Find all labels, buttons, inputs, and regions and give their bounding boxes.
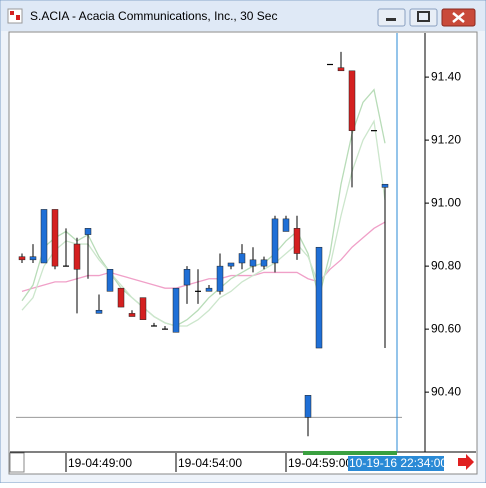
candle-body xyxy=(337,67,345,72)
x-tick-label: 19-04:49:00 xyxy=(68,456,132,470)
candle-body xyxy=(348,70,356,131)
candle-body xyxy=(51,209,59,267)
candle-body xyxy=(293,228,301,254)
y-tick-label: 90.40 xyxy=(431,384,461,398)
scroll-box[interactable] xyxy=(9,452,25,473)
candle-body xyxy=(304,395,312,418)
app-icon xyxy=(7,8,23,24)
candle-body xyxy=(128,313,136,317)
chart-frame xyxy=(8,31,478,475)
candle-body xyxy=(271,218,279,264)
candle-body xyxy=(227,262,235,267)
candle-body xyxy=(381,183,389,188)
candle-body xyxy=(183,269,191,286)
candle-body xyxy=(18,256,26,261)
candle-body xyxy=(238,253,246,264)
moving-average xyxy=(21,119,386,327)
x-tick-label: 19-04:59:00 xyxy=(288,456,352,470)
candle-body xyxy=(172,287,180,333)
session-bar xyxy=(303,451,397,455)
candle-body xyxy=(216,265,224,292)
y-tick-label: 90.60 xyxy=(431,321,461,335)
candle-body xyxy=(95,309,103,314)
window-title: S.ACIA - Acacia Communications, Inc., 30… xyxy=(30,9,277,23)
scroll-right-arrow[interactable] xyxy=(458,454,474,470)
y-tick-label: 90.80 xyxy=(431,258,461,272)
x-tick-label: 19-04:54:00 xyxy=(178,456,242,470)
cursor-label-bg xyxy=(348,456,444,471)
candle-body xyxy=(260,259,268,267)
candle-body xyxy=(40,209,48,264)
minimize-button[interactable] xyxy=(377,8,406,27)
candle-body xyxy=(84,228,92,235)
candle-body xyxy=(73,243,81,270)
candle-body xyxy=(29,256,37,261)
close-button[interactable] xyxy=(441,8,476,27)
candle-body xyxy=(117,287,125,308)
y-tick-label: 91.00 xyxy=(431,195,461,209)
candle-body xyxy=(205,287,213,292)
maximize-button[interactable] xyxy=(409,8,438,27)
y-tick-label: 91.40 xyxy=(431,69,461,83)
candle-body xyxy=(249,259,257,267)
cursor-label: 10-19-16 22:34:00 xyxy=(349,456,447,470)
candle-body xyxy=(139,297,147,320)
candle-body xyxy=(315,246,323,349)
y-tick-label: 91.20 xyxy=(431,132,461,146)
candle-body xyxy=(282,218,290,232)
candle-body xyxy=(106,269,114,292)
